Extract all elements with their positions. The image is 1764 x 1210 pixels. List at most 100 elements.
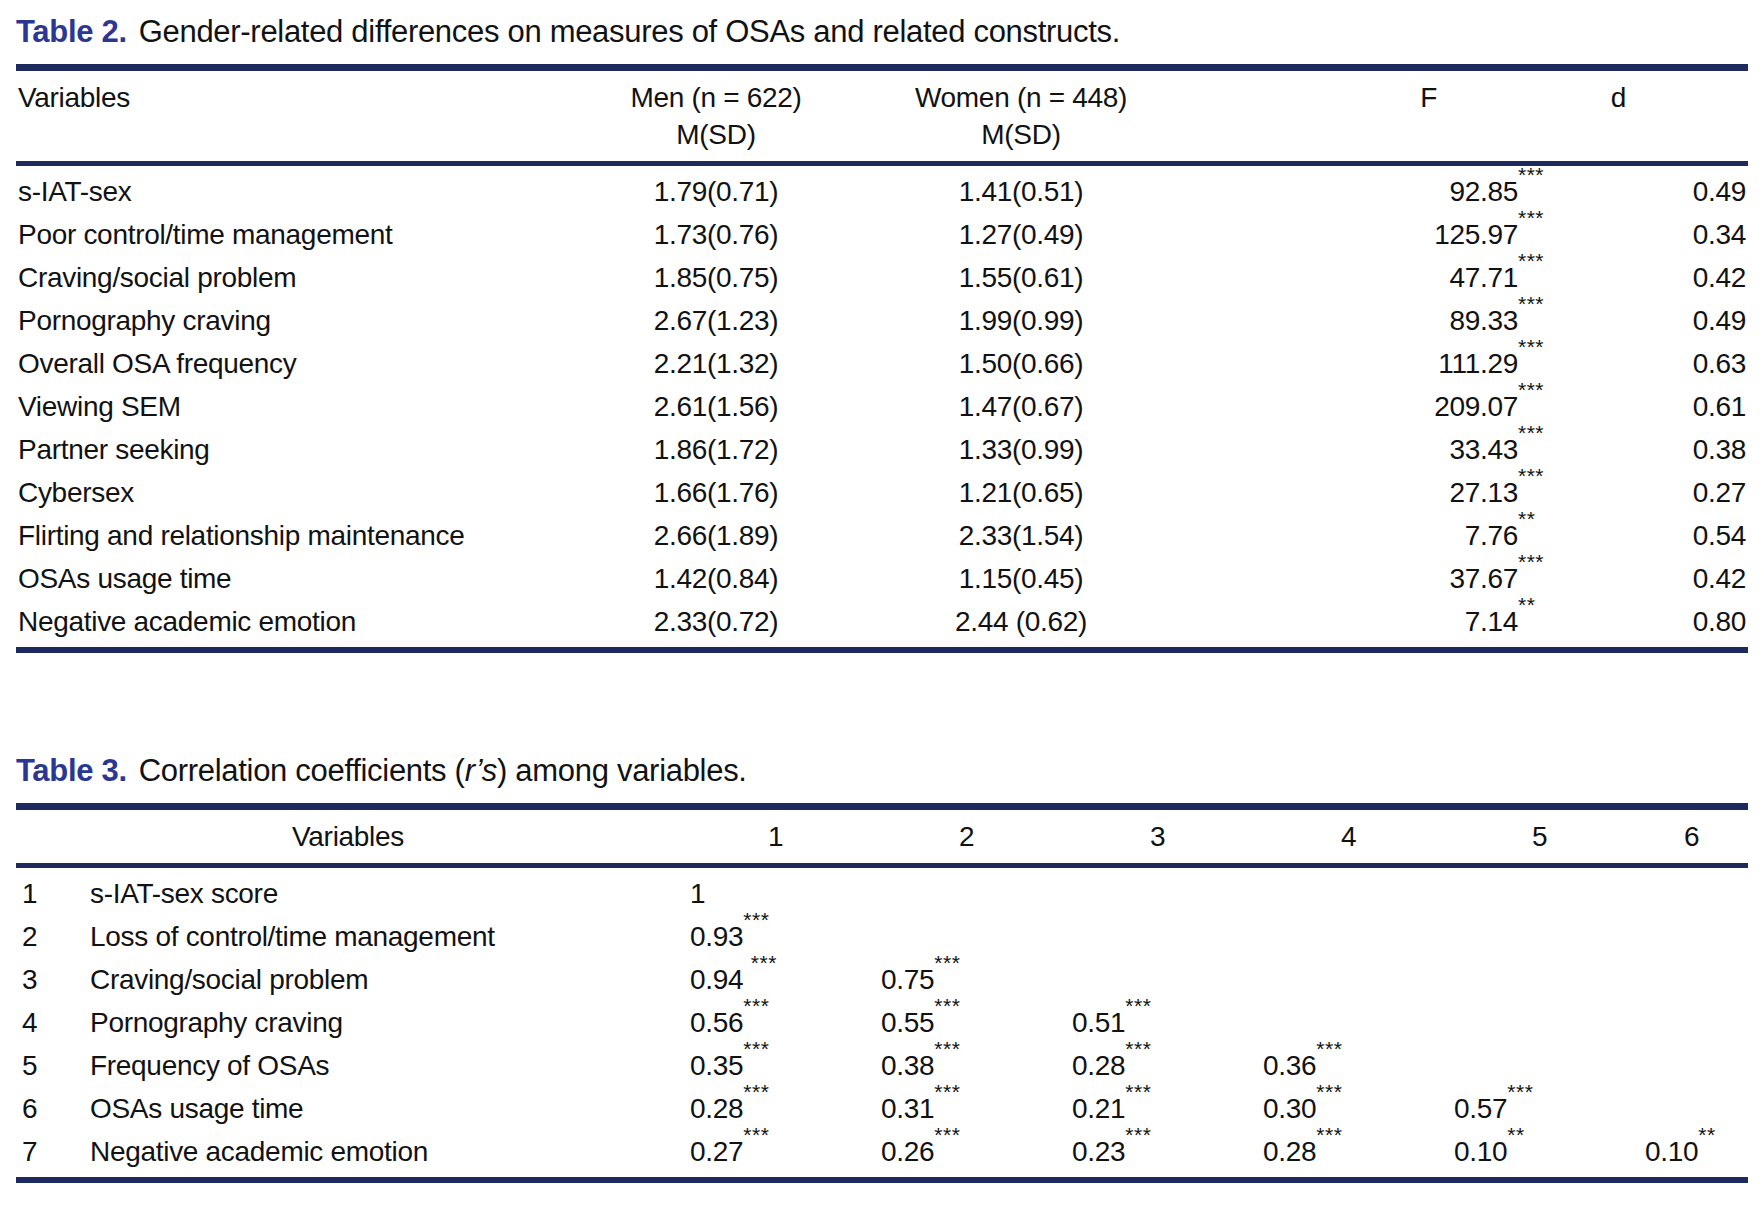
table2-header: Variables Men (n = 622) M(SD) Women (n =… xyxy=(16,68,1748,164)
table3-title-post: ) among variables. xyxy=(497,753,747,788)
col-header-f: F xyxy=(1186,68,1576,164)
correlation-value-1: 0.28*** xyxy=(680,1087,871,1130)
correlation-value-3: 0.28*** xyxy=(1062,1044,1253,1087)
correlation-value-3 xyxy=(1062,915,1253,958)
correlation-value-2 xyxy=(871,915,1062,958)
variable-name: Pornography craving xyxy=(16,299,576,342)
col-header-variables: Variables xyxy=(16,807,680,866)
row-number: 5 xyxy=(16,1044,90,1087)
table-row: 1 s-IAT-sex score 1 xyxy=(16,866,1748,916)
correlation-value-2: 0.55*** xyxy=(871,1001,1062,1044)
correlation-value-5 xyxy=(1444,1044,1635,1087)
variable-name: Frequency of OSAs xyxy=(90,1044,680,1087)
table-row: 7 Negative academic emotion 0.27*** 0.26… xyxy=(16,1130,1748,1180)
significance-stars: *** xyxy=(1125,1037,1151,1060)
col-header-5: 5 xyxy=(1444,807,1635,866)
correlation-value-2 xyxy=(871,866,1062,916)
correlation-value-6 xyxy=(1635,958,1748,1001)
correlation-value-6 xyxy=(1635,1087,1748,1130)
significance-stars: *** xyxy=(934,1123,960,1146)
table2-caption: Table 2.Gender-related differences on me… xyxy=(16,12,1748,52)
significance-stars: *** xyxy=(1507,1080,1533,1103)
table3-title-pre: Correlation coefficients ( xyxy=(139,753,465,788)
correlation-value-6 xyxy=(1635,866,1748,916)
women-msd-value: 1.50(0.66) xyxy=(856,342,1186,385)
table-row: OSAs usage time 1.42(0.84) 1.15(0.45) 37… xyxy=(16,557,1748,600)
d-value: 0.80 xyxy=(1576,600,1748,650)
table2-label: Table 2. xyxy=(16,14,139,49)
men-msd-value: 2.66(1.89) xyxy=(576,514,856,557)
correlation-value-5: 0.10** xyxy=(1444,1130,1635,1180)
correlation-value-3 xyxy=(1062,958,1253,1001)
correlation-value-4 xyxy=(1253,915,1444,958)
variable-name: Overall OSA frequency xyxy=(16,342,576,385)
table3-caption: Table 3.Correlation coefficients (r’s) a… xyxy=(16,751,1748,791)
table2-title: Gender-related differences on measures o… xyxy=(139,14,1120,49)
col-header-men: Men (n = 622) M(SD) xyxy=(576,68,856,164)
significance-stars: *** xyxy=(1125,994,1151,1017)
f-value: 7.14** xyxy=(1186,600,1576,650)
d-value: 0.42 xyxy=(1576,256,1748,299)
table-row: 2 Loss of control/time management 0.93**… xyxy=(16,915,1748,958)
men-msd-value: 2.21(1.32) xyxy=(576,342,856,385)
d-value: 0.34 xyxy=(1576,213,1748,256)
table-row: 4 Pornography craving 0.56*** 0.55*** 0.… xyxy=(16,1001,1748,1044)
table-row: Viewing SEM 2.61(1.56) 1.47(0.67) 209.07… xyxy=(16,385,1748,428)
row-number: 2 xyxy=(16,915,90,958)
significance-stars: *** xyxy=(934,994,960,1017)
correlation-value-3: 0.23*** xyxy=(1062,1130,1253,1180)
table-row: Poor control/time management 1.73(0.76) … xyxy=(16,213,1748,256)
table-row: 5 Frequency of OSAs 0.35*** 0.38*** 0.28… xyxy=(16,1044,1748,1087)
men-msd-value: 1.66(1.76) xyxy=(576,471,856,514)
col-header-6: 6 xyxy=(1635,807,1748,866)
table3-body: 1 s-IAT-sex score 1 2 Loss of control/ti… xyxy=(16,866,1748,1181)
significance-stars: *** xyxy=(934,951,960,974)
women-msd-value: 1.27(0.49) xyxy=(856,213,1186,256)
col-header-women: Women (n = 448) M(SD) xyxy=(856,68,1186,164)
correlation-value-1: 1 xyxy=(680,866,871,916)
col-header-2: 2 xyxy=(871,807,1062,866)
correlation-value-2: 0.38*** xyxy=(871,1044,1062,1087)
significance-stars: *** xyxy=(743,1123,769,1146)
correlation-value-5 xyxy=(1444,958,1635,1001)
variable-name: Negative academic emotion xyxy=(90,1130,680,1180)
correlation-value-6: 0.10** xyxy=(1635,1130,1748,1180)
correlation-value-4: 0.30*** xyxy=(1253,1087,1444,1130)
men-msd-value: 1.73(0.76) xyxy=(576,213,856,256)
correlation-value-1: 0.94 *** xyxy=(680,958,871,1001)
men-msd-value: 1.86(1.72) xyxy=(576,428,856,471)
correlation-value-4: 0.36*** xyxy=(1253,1044,1444,1087)
correlation-value-3: 0.21*** xyxy=(1062,1087,1253,1130)
variable-name: s-IAT-sex score xyxy=(90,866,680,916)
significance-stars: ** xyxy=(1507,1123,1524,1146)
correlation-value-1: 0.56*** xyxy=(680,1001,871,1044)
table-row: Negative academic emotion 2.33(0.72) 2.4… xyxy=(16,600,1748,650)
table-row: Partner seeking 1.86(1.72) 1.33(0.99) 33… xyxy=(16,428,1748,471)
correlation-value-5: 0.57*** xyxy=(1444,1087,1635,1130)
table2-body: s-IAT-sex 1.79(0.71) 1.41(0.51) 92.85***… xyxy=(16,164,1748,651)
variable-name: Pornography craving xyxy=(90,1001,680,1044)
table3-title: Correlation coefficients (r’s) among var… xyxy=(139,753,747,788)
table2: Variables Men (n = 622) M(SD) Women (n =… xyxy=(16,64,1748,653)
page: Table 2.Gender-related differences on me… xyxy=(0,0,1764,1210)
significance-stars: ** xyxy=(1698,1123,1715,1146)
variable-name: Loss of control/time management xyxy=(90,915,680,958)
significance-stars: *** xyxy=(1125,1080,1151,1103)
d-value: 0.27 xyxy=(1576,471,1748,514)
significance-stars: *** xyxy=(743,994,769,1017)
men-header-line1: Men (n = 622) xyxy=(576,79,856,116)
women-msd-value: 1.55(0.61) xyxy=(856,256,1186,299)
correlation-value-1: 0.35*** xyxy=(680,1044,871,1087)
variable-name: Cybersex xyxy=(16,471,576,514)
correlation-value-2: 0.75*** xyxy=(871,958,1062,1001)
correlation-value-5 xyxy=(1444,915,1635,958)
significance-stars: *** xyxy=(934,1037,960,1060)
table-row: 3 Craving/social problem 0.94 *** 0.75**… xyxy=(16,958,1748,1001)
significance-stars: *** xyxy=(934,1080,960,1103)
table-row: Craving/social problem 1.85(0.75) 1.55(0… xyxy=(16,256,1748,299)
table3-header-row: Variables 1 2 3 4 5 6 xyxy=(16,807,1748,866)
women-msd-value: 1.33(0.99) xyxy=(856,428,1186,471)
correlation-value-4 xyxy=(1253,958,1444,1001)
correlation-value-5 xyxy=(1444,866,1635,916)
women-msd-value: 1.15(0.45) xyxy=(856,557,1186,600)
